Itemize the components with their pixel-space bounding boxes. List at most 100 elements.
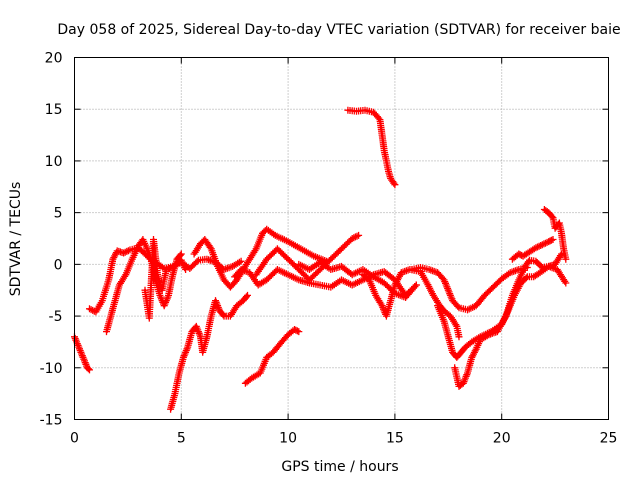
x-axis-label: GPS time / hours xyxy=(281,459,398,475)
data-point xyxy=(361,278,365,282)
data-point xyxy=(455,356,459,359)
data-point xyxy=(474,347,478,351)
data-point xyxy=(216,265,219,268)
data-point xyxy=(148,316,151,320)
data-point xyxy=(547,265,550,268)
data-point xyxy=(361,268,365,271)
data-point xyxy=(556,268,559,271)
data-point xyxy=(265,257,268,261)
data-point xyxy=(372,111,375,114)
series-markers xyxy=(167,291,251,413)
data-point xyxy=(538,271,542,274)
data-point xyxy=(171,266,174,269)
data-point xyxy=(419,266,422,269)
data-point xyxy=(451,351,454,354)
plot-frame xyxy=(74,57,609,420)
y-axis-label: SDTVAR / TECUs xyxy=(8,182,24,297)
data-point xyxy=(436,304,439,307)
data-point xyxy=(511,257,514,261)
data-point xyxy=(107,278,110,282)
data-point xyxy=(464,345,467,349)
series-markers xyxy=(508,236,557,263)
data-point xyxy=(94,310,98,314)
data-point xyxy=(346,109,350,112)
data-point xyxy=(254,273,258,276)
data-point xyxy=(299,247,303,251)
data-point xyxy=(532,275,535,278)
series-arc-3 xyxy=(103,236,185,336)
data-point xyxy=(318,268,322,271)
data-point xyxy=(389,299,392,302)
data-point xyxy=(229,314,232,318)
data-point xyxy=(457,306,461,309)
data-point xyxy=(374,294,377,297)
data-point xyxy=(329,268,333,271)
data-point xyxy=(248,271,251,274)
data-point xyxy=(483,294,486,297)
data-point xyxy=(137,244,140,247)
data-point xyxy=(158,294,162,297)
data-point xyxy=(246,294,249,297)
data-point xyxy=(265,227,268,231)
data-point xyxy=(534,260,538,263)
y-tick-label: 5 xyxy=(54,206,63,222)
data-point xyxy=(404,296,407,299)
data-point xyxy=(250,376,253,380)
data-point xyxy=(222,278,226,282)
series-markers xyxy=(540,206,570,263)
series-arc-9 xyxy=(252,231,363,284)
series-arc-1 xyxy=(71,333,93,374)
data-point xyxy=(210,247,213,251)
data-point xyxy=(558,221,561,225)
data-point xyxy=(534,246,538,250)
data-point xyxy=(521,254,525,258)
y-tick-label: -15 xyxy=(40,413,63,429)
data-point xyxy=(383,270,386,273)
data-point xyxy=(547,211,550,214)
data-point xyxy=(551,238,555,241)
data-point xyxy=(378,118,382,121)
data-point xyxy=(242,299,245,302)
data-point xyxy=(276,247,279,251)
data-point xyxy=(205,257,209,261)
data-point xyxy=(145,247,149,251)
data-point xyxy=(432,294,435,297)
data-point xyxy=(462,382,465,385)
data-point xyxy=(491,285,495,289)
x-tick-label: 10 xyxy=(279,431,297,447)
data-point xyxy=(400,271,403,274)
data-point xyxy=(286,240,290,243)
data-point xyxy=(357,234,360,237)
data-point xyxy=(199,335,202,338)
data-point xyxy=(128,248,132,252)
data-point xyxy=(436,271,439,274)
data-point xyxy=(167,294,170,297)
data-point xyxy=(361,273,365,276)
data-point xyxy=(141,238,145,241)
series-arc-11 xyxy=(344,106,399,189)
data-point xyxy=(210,314,213,318)
data-point xyxy=(105,330,108,333)
data-point xyxy=(118,283,121,287)
data-point xyxy=(553,226,557,230)
data-point xyxy=(122,251,125,255)
data-point xyxy=(385,159,388,163)
data-point xyxy=(184,268,187,271)
data-point xyxy=(86,366,89,369)
data-point xyxy=(564,257,567,261)
data-point xyxy=(312,254,315,258)
data-point xyxy=(222,314,226,318)
data-point xyxy=(111,257,115,261)
data-point xyxy=(415,283,418,287)
data-point xyxy=(479,338,482,342)
data-point xyxy=(308,268,311,271)
data-point xyxy=(130,257,134,261)
x-tick-label: 15 xyxy=(386,431,404,447)
data-point xyxy=(541,266,544,269)
data-point xyxy=(169,407,172,411)
x-tick-label: 5 xyxy=(177,431,186,447)
data-point xyxy=(239,268,243,271)
series-arc-16 xyxy=(508,236,557,263)
data-point xyxy=(81,356,85,359)
data-point xyxy=(297,330,300,333)
